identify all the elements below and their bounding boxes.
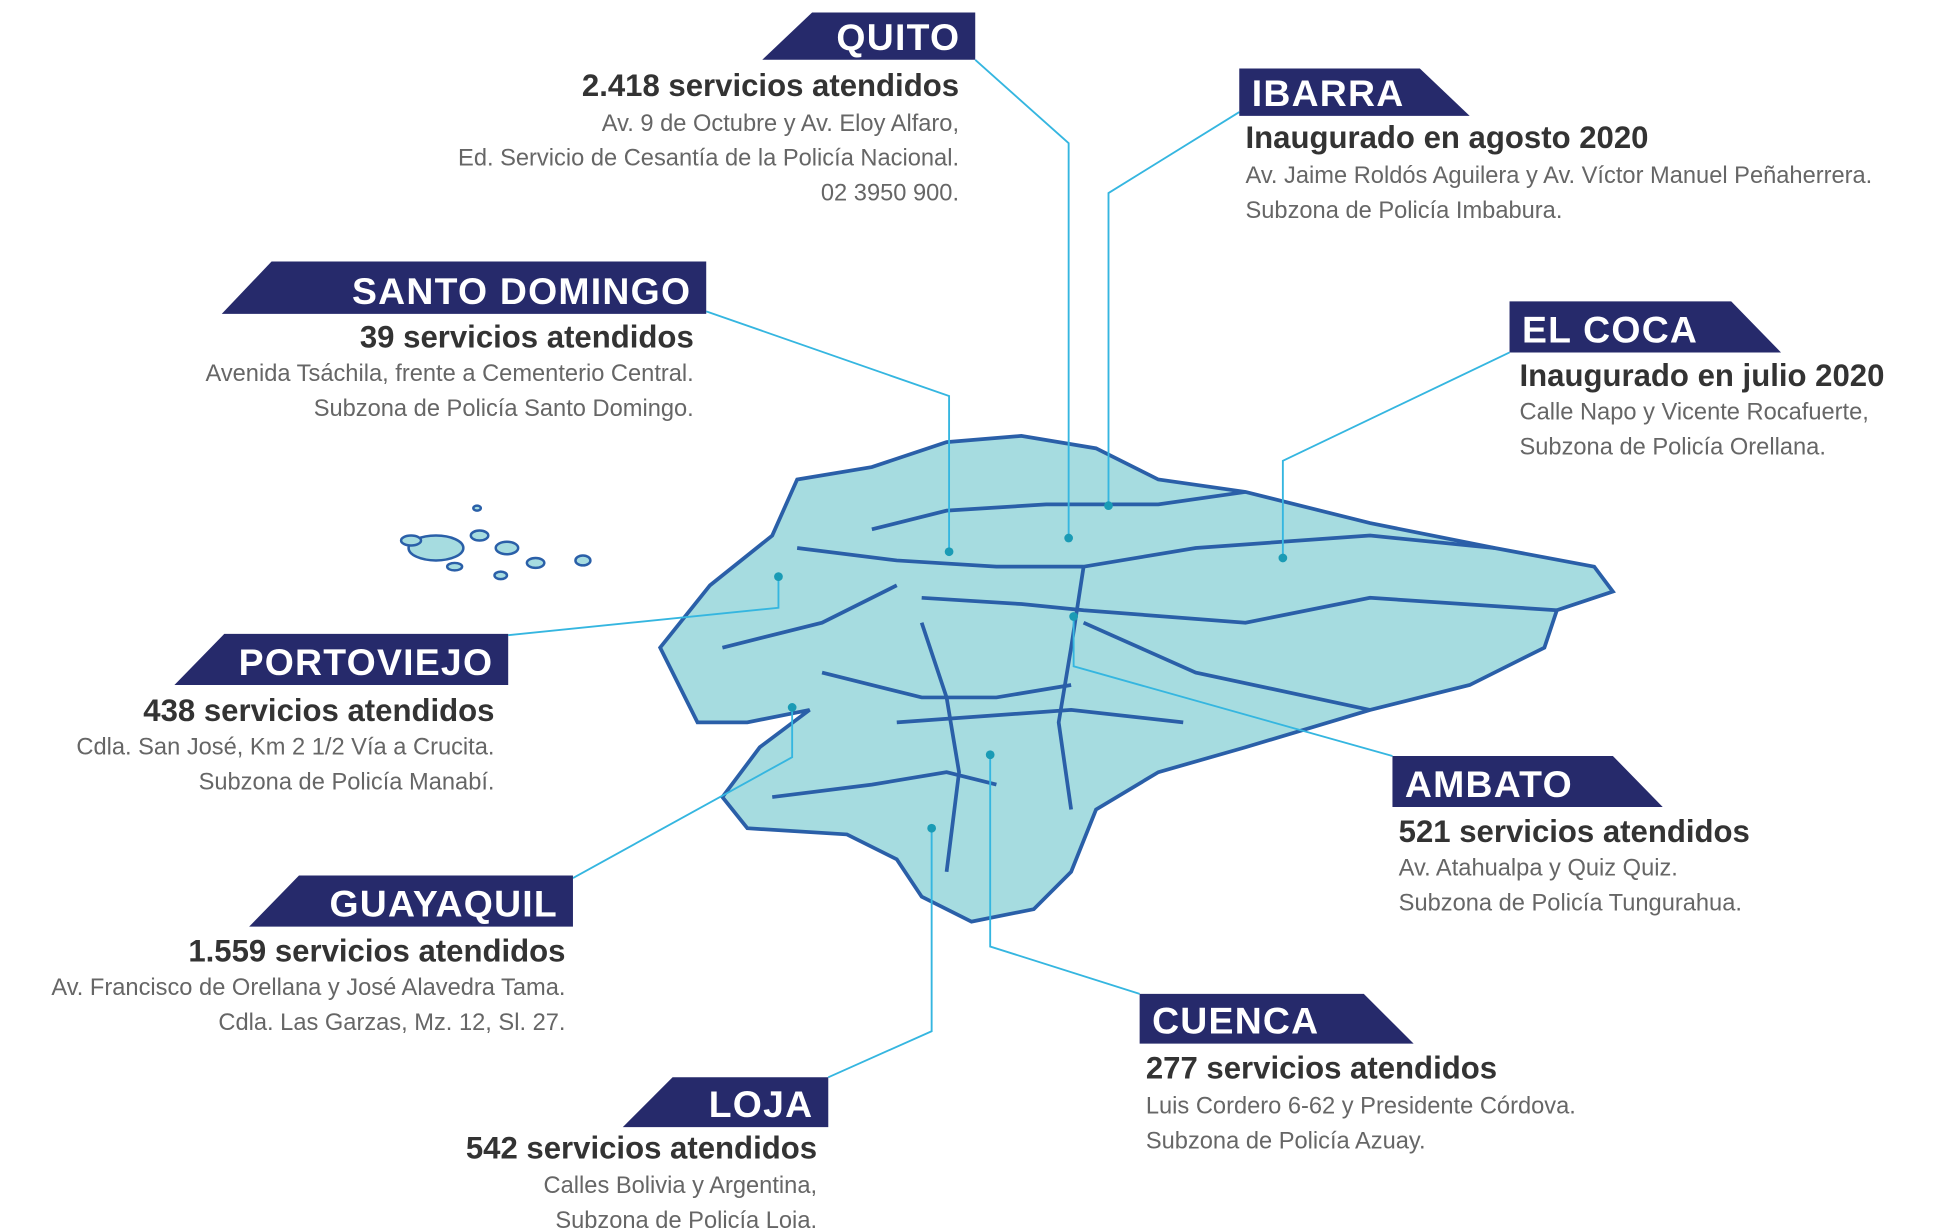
location-dot <box>985 750 995 760</box>
address-line: Luis Cordero 6-62 y Presidente Córdova. <box>1146 1093 1576 1119</box>
location-dot <box>1278 553 1288 563</box>
location-headline: 438 servicios atendidos <box>143 693 494 728</box>
location-headline: 277 servicios atendidos <box>1146 1051 1497 1086</box>
address-line: Ed. Servicio de Cesantía de la Policía N… <box>458 146 959 172</box>
location-name: LOJA <box>709 1083 814 1125</box>
location-dot <box>1069 612 1078 621</box>
leader-line <box>989 754 1140 995</box>
address-line: Cdla. San José, Km 2 1/2 Vía a Crucita. <box>76 735 494 761</box>
galapagos <box>399 504 592 581</box>
location-dot <box>1064 533 1074 543</box>
location-name: IBARRA <box>1252 72 1405 114</box>
leader-line <box>1107 111 1240 506</box>
name-banner <box>221 261 707 314</box>
name-banner <box>1509 301 1782 353</box>
leader-line <box>705 310 951 552</box>
name-banner <box>249 875 573 927</box>
address-line: Av. Francisco de Orellana y José Alavedr… <box>51 975 565 1001</box>
name-banner <box>1392 755 1663 808</box>
name-banner <box>622 1077 829 1128</box>
name-banner <box>762 12 976 60</box>
location-dot <box>774 572 783 581</box>
location-name: AMBATO <box>1405 763 1573 805</box>
location-headline: 2.418 servicios atendidos <box>582 68 959 103</box>
location-dot <box>927 823 937 833</box>
location-name: QUITO <box>836 16 960 58</box>
address-line: Av. Atahualpa y Quiz Quiz. <box>1399 856 1678 882</box>
name-banner <box>1239 68 1470 116</box>
location-name: PORTOVIEJO <box>239 641 494 683</box>
address-line: Cdla. Las Garzas, Mz. 12, Sl. 27. <box>218 1010 565 1036</box>
address-line: Avenida Tsáchila, frente a Cementerio Ce… <box>205 361 693 387</box>
leader-line <box>572 707 794 879</box>
location-headline: 542 servicios atendidos <box>466 1130 817 1165</box>
address-line: Subzona de Policía Santo Domingo. <box>314 396 694 422</box>
address-line: Subzona de Policía Orellana. <box>1519 435 1825 461</box>
address-line: Av. 9 de Octubre y Av. Eloy Alfaro, <box>602 111 959 137</box>
location-name: CUENCA <box>1152 1000 1319 1042</box>
address-line: Subzona de Policía Loja. <box>555 1208 817 1228</box>
location-name: GUAYAQUIL <box>329 883 558 925</box>
address-line: 02 3950 900. <box>821 181 959 207</box>
location-dot <box>1104 501 1113 511</box>
location-headline: Inaugurado en agosto 2020 <box>1245 120 1648 155</box>
leader-line <box>974 59 1070 539</box>
location-headline: 39 servicios atendidos <box>360 319 694 354</box>
address-line: Av. Jaime Roldós Aguilera y Av. Víctor M… <box>1245 163 1872 189</box>
address-line: Subzona de Policía Imbabura. <box>1245 198 1562 224</box>
address-line: Calles Bolivia y Argentina, <box>544 1173 818 1199</box>
address-line: Calle Napo y Vicente Rocafuerte, <box>1519 400 1868 426</box>
leader-line <box>508 576 780 637</box>
location-name: SANTO DOMINGO <box>352 270 691 312</box>
mainland <box>657 434 1616 924</box>
name-banner <box>1139 993 1414 1044</box>
name-banner <box>174 633 509 685</box>
location-dot <box>944 547 954 557</box>
address-line: Subzona de Policía Azuay. <box>1146 1128 1426 1154</box>
address-line: Subzona de Policía Manabí. <box>199 770 495 796</box>
leader-line <box>827 828 933 1079</box>
leader-line <box>1281 351 1510 558</box>
location-headline: 1.559 servicios atendidos <box>188 933 565 968</box>
location-headline: 521 servicios atendidos <box>1399 814 1750 849</box>
location-headline: Inaugurado en julio 2020 <box>1519 358 1884 393</box>
address-line: Subzona de Policía Tungurahua. <box>1399 890 1742 916</box>
leader-line <box>1072 616 1393 757</box>
location-dot <box>787 703 797 712</box>
location-name: EL COCA <box>1522 308 1698 350</box>
